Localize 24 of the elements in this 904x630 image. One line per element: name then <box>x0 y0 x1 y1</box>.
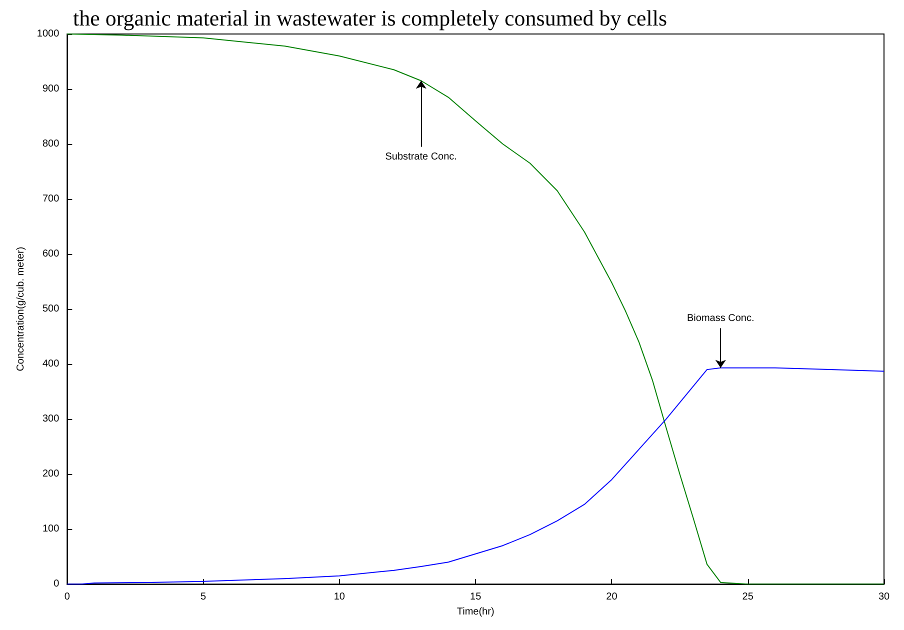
y-tick-label: 500 <box>42 304 60 315</box>
y-tick-label: 800 <box>42 138 60 150</box>
y-tick-label: 0 <box>54 578 60 590</box>
annotation: Biomass Conc. <box>687 312 754 324</box>
y-tick-label: 400 <box>42 358 60 370</box>
y-tick-label: 200 <box>42 468 60 480</box>
y-tick-label: 1000 <box>36 28 60 40</box>
y-axis-title: Concentration(g/cub. meter) <box>16 246 26 372</box>
y-tick-label: 600 <box>42 248 60 260</box>
x-tick-label: 25 <box>742 592 754 603</box>
y-tick-label: 700 <box>42 194 60 205</box>
y-tick-label: 900 <box>42 84 60 95</box>
annotation: Substrate Conc. <box>385 151 457 162</box>
x-tick-label: 20 <box>606 592 618 603</box>
x-axis-title: Time(hr) <box>456 606 494 618</box>
x-tick-label: 30 <box>878 592 890 603</box>
y-tick-label: 100 <box>42 524 60 535</box>
y-tick-label: 300 <box>42 414 60 425</box>
x-tick-label: 0 <box>64 592 70 603</box>
x-tick-label: 10 <box>334 592 346 603</box>
chart-title: the organic material in wastewater is completely consumed by cells <box>73 6 668 30</box>
x-tick-label: 5 <box>200 592 207 603</box>
x-tick-label: 15 <box>470 592 482 603</box>
line-series <box>66 34 884 585</box>
